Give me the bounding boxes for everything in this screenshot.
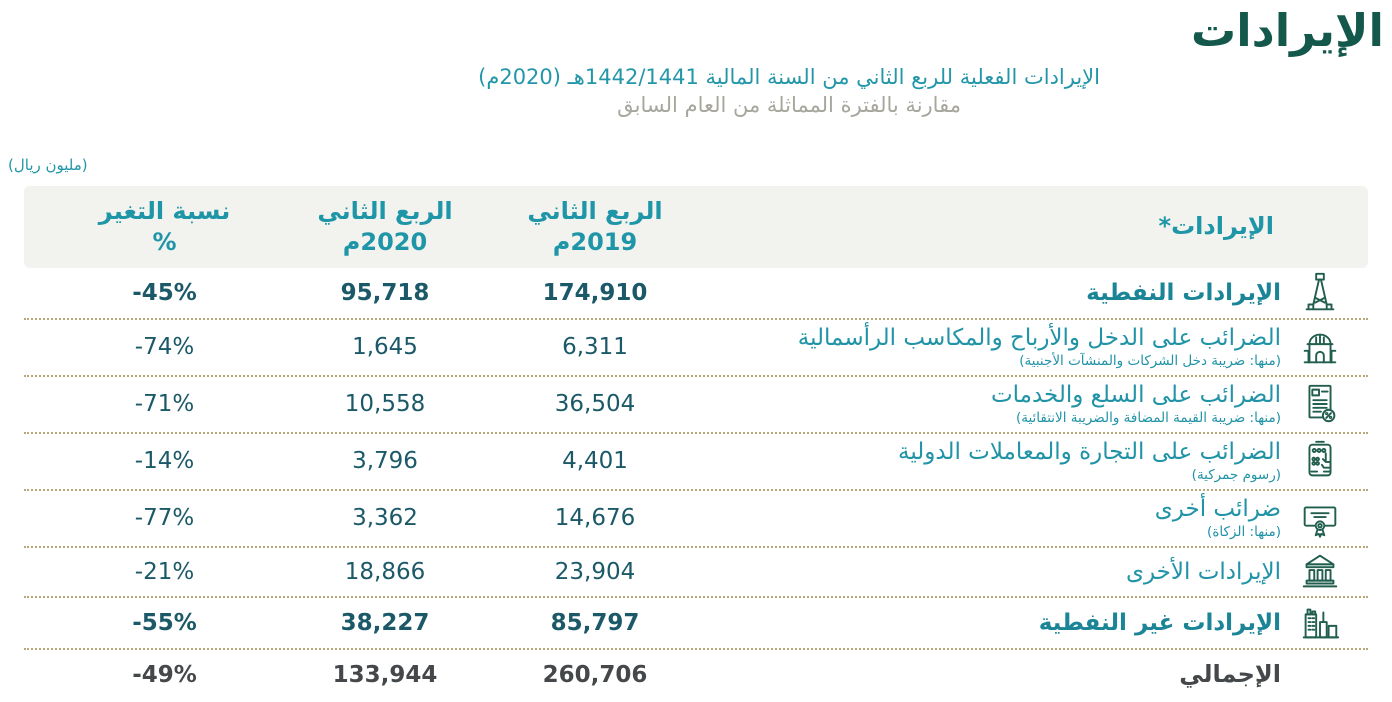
row-header-cell: الإيرادات النفطية — [705, 269, 1368, 317]
table-row: الضرائب على السلع والخدمات (منها: ضريبة ا… — [24, 377, 1368, 434]
value-q2-2019: 6,311 — [562, 334, 628, 361]
invoice-percent-icon — [1294, 380, 1346, 428]
row-label: الضرائب على الدخل والأرباح والمكاسب الرأ… — [797, 325, 1281, 352]
table-row: الضرائب على الدخل والأرباح والمكاسب الرأ… — [24, 320, 1368, 377]
value-q2-2020: 95,718 — [340, 279, 430, 306]
column-header-q2-2019: الربع الثاني 2019م — [527, 197, 663, 256]
value-q2-2020: 133,944 — [332, 661, 438, 688]
row-sublabel: (منها: ضريبة دخل الشركات والمنشآت الأجنب… — [1019, 352, 1281, 369]
row-label: الضرائب على التجارة والمعاملات الدولية — [898, 439, 1281, 466]
value-change-pct: -14% — [134, 448, 195, 475]
value-q2-2020: 3,796 — [352, 448, 418, 475]
row-header-cell: الضرائب على الدخل والأرباح والمكاسب الرأ… — [705, 323, 1368, 371]
row-label: الضرائب على السلع والخدمات — [990, 382, 1281, 409]
oil-derrick-icon — [1294, 269, 1346, 317]
table-row: الإيرادات النفطية 174,910 95,718 -45% — [24, 268, 1368, 320]
table-row: الإيرادات الأخرى 23,904 18,866 -21% — [24, 548, 1368, 598]
column-header-change-pct: نسبة التغير % — [98, 197, 231, 256]
value-change-pct: -74% — [134, 334, 195, 361]
value-q2-2020: 18,866 — [344, 558, 426, 585]
row-label: الإيرادات الأخرى — [1125, 558, 1281, 585]
row-header-cell: الضرائب على السلع والخدمات (منها: ضريبة ا… — [705, 380, 1368, 428]
row-sublabel: (رسوم جمركية) — [1191, 466, 1281, 483]
revenues-table: الإيرادات* الربع الثاني 2019م الربع الثا… — [24, 185, 1368, 700]
dome-building-icon — [1294, 323, 1346, 371]
certificate-icon — [1294, 494, 1346, 542]
column-header-q2-2020: الربع الثاني 2020م — [317, 197, 453, 256]
value-q2-2019: 85,797 — [550, 609, 640, 636]
icon-placeholder — [1294, 651, 1346, 699]
row-header-cell: الإيرادات غير النفطية — [705, 599, 1368, 647]
value-q2-2020: 38,227 — [340, 609, 430, 636]
value-q2-2020: 3,362 — [352, 505, 418, 532]
subtitle-line2: مقارنة بالفترة المماثلة من العام السابق — [617, 93, 961, 118]
value-q2-2019: 4,401 — [562, 448, 628, 475]
table-row: الضرائب على التجارة والمعاملات الدولية (ر… — [24, 434, 1368, 491]
row-header-cell: الإجمالي — [705, 651, 1368, 699]
value-q2-2019: 23,904 — [554, 558, 636, 585]
value-change-pct: -49% — [132, 661, 197, 688]
row-sublabel: (منها: ضريبة القيمة المضافة والضريبة الا… — [1015, 409, 1281, 426]
value-change-pct: -21% — [134, 558, 195, 585]
column-header-revenues: الإيرادات* — [1158, 212, 1274, 241]
row-label: الإيرادات غير النفطية — [1038, 609, 1281, 636]
bank-building-icon — [1294, 548, 1346, 596]
row-sublabel: (منها: الزكاة) — [1207, 523, 1281, 540]
value-q2-2019: 14,676 — [554, 505, 636, 532]
page-title: الإيرادات — [1191, 4, 1384, 57]
table-row: الإيرادات غير النفطية 85,797 38,227 -55% — [24, 598, 1368, 650]
value-q2-2019: 36,504 — [554, 391, 636, 418]
page-subtitle: الإيرادات الفعلية للربع الثاني من السنة … — [478, 64, 1100, 119]
value-q2-2019: 260,706 — [542, 661, 648, 688]
row-label: الإجمالي — [1179, 660, 1281, 689]
table-body: الإيرادات النفطية 174,910 95,718 -45% الضرا… — [24, 268, 1368, 700]
unit-note: (مليون ريال) — [8, 155, 88, 174]
table-header: الإيرادات* الربع الثاني 2019م الربع الثا… — [24, 185, 1368, 268]
row-label: ضرائب أخرى — [1154, 496, 1281, 523]
value-q2-2019: 174,910 — [542, 279, 648, 306]
pos-terminal-icon — [1294, 437, 1346, 485]
value-change-pct: -55% — [132, 609, 197, 636]
value-change-pct: -71% — [134, 391, 195, 418]
table-row: ضرائب أخرى (منها: الزكاة) 14,676 3,362 -77% — [24, 491, 1368, 548]
row-header-cell: الضرائب على التجارة والمعاملات الدولية (ر… — [705, 437, 1368, 485]
subtitle-line1: الإيرادات الفعلية للربع الثاني من السنة … — [478, 65, 1100, 90]
value-change-pct: -77% — [134, 505, 195, 532]
row-label: الإيرادات النفطية — [1086, 279, 1281, 306]
value-q2-2020: 10,558 — [344, 391, 426, 418]
table-row: الإجمالي 260,706 133,944 -49% — [24, 650, 1368, 700]
city-buildings-icon — [1294, 599, 1346, 647]
row-header-cell: الإيرادات الأخرى — [705, 548, 1368, 596]
value-q2-2020: 1,645 — [352, 334, 418, 361]
value-change-pct: -45% — [132, 279, 197, 306]
row-header-cell: ضرائب أخرى (منها: الزكاة) — [705, 494, 1368, 542]
